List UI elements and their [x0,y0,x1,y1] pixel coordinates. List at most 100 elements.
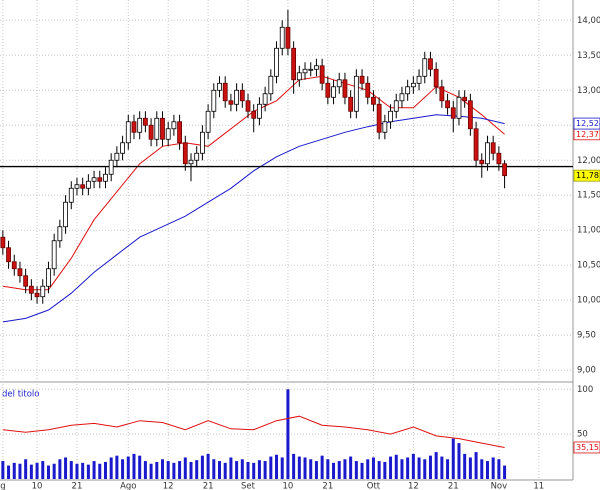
candle-body [319,65,325,84]
volume-bar [223,462,227,479]
candle-body [371,96,376,105]
volume-bar [29,464,33,479]
volume-bar [143,461,147,479]
volume-bar [86,464,90,479]
volume-bar [440,456,444,479]
candle-body [382,121,388,133]
volume-bar [229,457,233,479]
candle-body [57,226,63,242]
volume-bar [411,453,415,479]
candle-body [28,285,34,294]
candle-body [120,142,125,154]
volume-bar [400,459,404,479]
volume-bar [7,465,11,479]
volume-bar [394,454,398,479]
x-tick-label: 21 [322,482,333,490]
volume-bar [303,457,307,479]
x-tick-label: Nov [491,482,508,490]
candle-body [17,268,23,277]
volume-bar [92,461,96,479]
candle-body [416,75,422,84]
volume-bar [138,455,142,479]
candle-body [40,285,46,298]
x-tick-label: 10 [283,482,294,490]
candle-body [148,124,154,140]
candle-body [217,82,222,91]
candle-body [365,82,371,98]
volume-bar [297,456,301,479]
candle-body [433,68,439,88]
volume-bar [337,461,341,479]
candle-body [228,100,234,105]
volume-bar [371,457,375,479]
candle-body [68,187,74,203]
y-tick-label: 100 [577,385,593,395]
moving-average [2,114,505,323]
volume-bar [423,459,427,479]
volume-bar [115,455,119,479]
candle-body [479,159,485,165]
volume-bar [491,457,495,479]
volume-bar [406,457,410,479]
volume-bar [121,459,125,479]
candle-body [473,128,479,161]
candle-body [428,58,433,70]
volume-bar [320,455,324,479]
candle-body [399,93,405,102]
volume-bar [126,456,130,479]
y-tick-label: 10,00 [577,296,600,306]
volume-bar [166,461,170,479]
candle-body [308,68,314,71]
volume-bar [457,443,461,479]
volume-bar [326,459,330,479]
y-tick-label: 9,00 [577,366,596,376]
volume-bar [463,453,467,479]
x-tick-label: 11 [533,482,544,490]
candle-body [125,121,131,144]
panel-label: del titolo [2,390,39,400]
volume-bar [292,453,296,479]
x-tick-label: Set [241,482,256,490]
candle-body [177,121,182,144]
ma-value-label: 12,371 [576,130,600,139]
y-tick-label: 12,00 [577,156,600,166]
volume-bar [155,461,159,479]
volume-bar [172,462,176,479]
volume-bar [200,455,204,479]
volume-bar [183,457,187,479]
volume-bar [98,463,102,479]
candle-body [23,275,29,287]
y-tick-label: 10,50 [577,261,600,271]
candle-body [108,159,114,175]
volume-bar [218,461,222,479]
candle-body [456,96,462,119]
indicator-value-label: 35,157 [576,443,600,452]
volume-bar [314,461,318,479]
candle-body [6,247,11,263]
candle-body [450,107,456,119]
volume-bar [195,460,199,479]
candle-body [34,292,40,298]
volume-bar [64,457,68,479]
candle-body [353,75,359,112]
candle-body [445,100,450,109]
candle-body [359,75,365,84]
volume-bar [269,456,273,479]
candle-body [314,65,319,70]
volume-bar [109,457,113,479]
volume-bar [360,462,364,479]
candle-body [422,58,428,77]
candle-body [251,110,257,119]
candle-body [63,201,68,228]
volume-bar [206,453,210,479]
volume-bar [178,461,182,479]
candle-body [502,163,507,177]
ma-value-label: 12,524 [576,119,600,128]
volume-bar [1,461,5,479]
volume-bar [149,463,153,479]
volume-bar [428,455,432,479]
volume-bar [446,459,450,479]
candle-body [262,93,268,105]
